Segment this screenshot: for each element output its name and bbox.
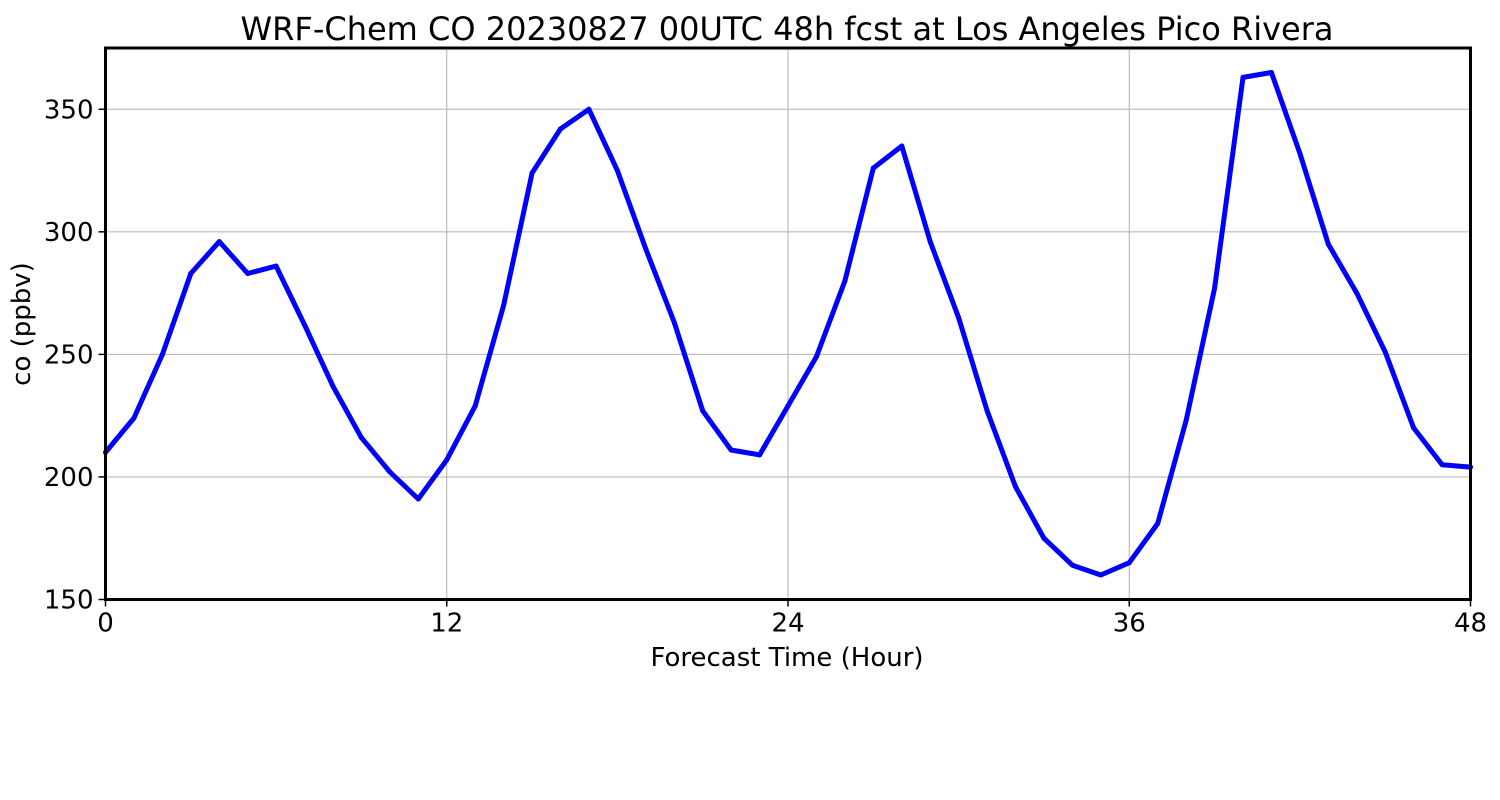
data-point <box>415 496 421 502</box>
data-point <box>1297 150 1303 156</box>
data-point <box>1382 349 1388 355</box>
y-tick-label: 200 <box>44 463 94 493</box>
data-point <box>1126 560 1132 566</box>
data-point <box>188 271 194 276</box>
data-point <box>1325 241 1331 247</box>
data-point <box>1013 484 1018 490</box>
data-point <box>1183 418 1189 424</box>
chart-title: WRF-Chem CO 20230827 00UTC 48h fcst at L… <box>241 10 1334 48</box>
y-axis-ticks: 150 200 250 300 350 <box>44 95 106 616</box>
data-point <box>870 165 876 171</box>
data-point <box>330 383 336 389</box>
grid <box>105 48 1471 600</box>
data-point <box>984 408 990 414</box>
x-tick-label: 48 <box>1454 609 1487 639</box>
data-point <box>216 239 222 245</box>
data-point <box>245 271 251 276</box>
y-tick-label: 150 <box>44 586 94 616</box>
data-point <box>472 403 478 409</box>
data-point <box>273 263 279 269</box>
data-point <box>1069 562 1075 568</box>
data-point <box>899 143 905 149</box>
data-point <box>643 246 649 252</box>
data-point <box>1041 535 1047 541</box>
data-point <box>131 415 137 421</box>
data-point <box>927 239 933 245</box>
x-tick-label: 36 <box>1113 609 1146 639</box>
data-point <box>1240 74 1246 80</box>
y-tick-label: 350 <box>44 95 94 125</box>
data-point <box>444 457 450 463</box>
y-tick-label: 250 <box>44 340 94 370</box>
data-point <box>700 408 706 414</box>
x-tick-label: 12 <box>430 609 463 639</box>
data-point <box>529 170 535 176</box>
data-point <box>1155 521 1161 526</box>
x-axis-ticks: 0 12 24 36 48 <box>97 599 1487 639</box>
data-point <box>728 447 734 453</box>
data-point <box>1098 572 1104 578</box>
x-tick-label: 24 <box>771 609 804 639</box>
y-axis-title: co (ppbv) <box>7 262 37 386</box>
data-point <box>1411 425 1417 431</box>
data-point <box>387 469 393 475</box>
data-point <box>1212 285 1218 291</box>
data-point <box>501 302 507 308</box>
data-point <box>586 106 592 112</box>
data-point <box>813 354 819 360</box>
data-point <box>614 168 620 174</box>
data-point <box>671 320 677 325</box>
data-point <box>757 452 763 458</box>
x-axis-title: Forecast Time (Hour) <box>650 643 923 673</box>
x-tick-label: 0 <box>97 609 114 639</box>
data-point <box>1268 70 1274 75</box>
data-point <box>159 351 165 357</box>
data-point <box>302 322 308 328</box>
data-point <box>1354 290 1360 296</box>
data-point <box>956 315 962 321</box>
data-point <box>785 403 791 409</box>
y-tick-label: 300 <box>44 218 94 248</box>
data-point <box>1439 462 1445 468</box>
data-point <box>842 278 848 284</box>
data-point <box>358 435 364 441</box>
data-point <box>558 126 563 132</box>
